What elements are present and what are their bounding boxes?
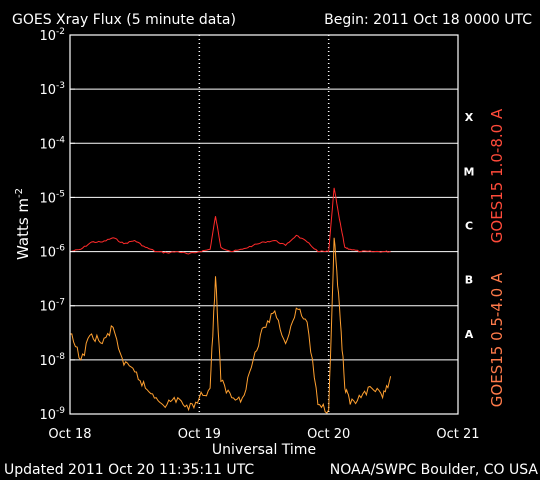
y-tick-label: 10-4: [39, 135, 65, 152]
plot-frame: [69, 34, 459, 415]
x-tick-labels: Oct 18 Oct 19 Oct 20 Oct 21: [48, 427, 479, 442]
flare-class-label: B: [465, 274, 473, 287]
legend-goes15-short: GOES15 0.5-4.0 A: [488, 272, 506, 407]
y-tick-labels: 10-2 10-3 10-4 10-5 10-6 10-7 10-8 10-9: [39, 27, 75, 423]
flare-class-label: M: [464, 165, 475, 178]
flare-class-label: X: [465, 111, 474, 124]
y-tick-label: 10-2: [39, 27, 65, 44]
series-layer: [69, 187, 392, 414]
x-tick-label: Oct 20: [307, 427, 350, 442]
y-tick-label: 10-7: [39, 298, 65, 315]
y-tick-label: 10-5: [39, 189, 65, 206]
begin-label: Begin: 2011 Oct 18 0000 UTC: [324, 12, 532, 28]
x-tick-label: Oct 18: [48, 427, 91, 442]
flare-class-label: A: [465, 328, 474, 341]
x-tick-label: Oct 21: [436, 427, 479, 442]
y-tick-label: 10-6: [39, 244, 65, 261]
y-tick-label: 10-3: [39, 81, 65, 98]
flare-class-labels: X M C B A: [464, 111, 475, 341]
legend-goes15-long: GOES15 1.0-8.0 A: [488, 108, 506, 243]
flare-class-label: C: [465, 220, 473, 233]
series-line-goes15-long: [69, 187, 391, 255]
credit-label: NOAA/SWPC Boulder, CO USA: [330, 462, 539, 478]
y-tick-label: 10-9: [39, 406, 65, 423]
grid-lines: [70, 88, 458, 361]
y-axis-label: Watts m-2: [14, 188, 32, 260]
y-tick-label: 10-8: [39, 352, 65, 369]
chart-title: GOES Xray Flux (5 minute data): [12, 12, 236, 28]
updated-label: Updated 2011 Oct 20 11:35:11 UTC: [4, 462, 254, 478]
x-axis-label: Universal Time: [212, 442, 316, 458]
series-line-goes15-short: [69, 237, 392, 414]
x-tick-label: Oct 19: [178, 427, 221, 442]
